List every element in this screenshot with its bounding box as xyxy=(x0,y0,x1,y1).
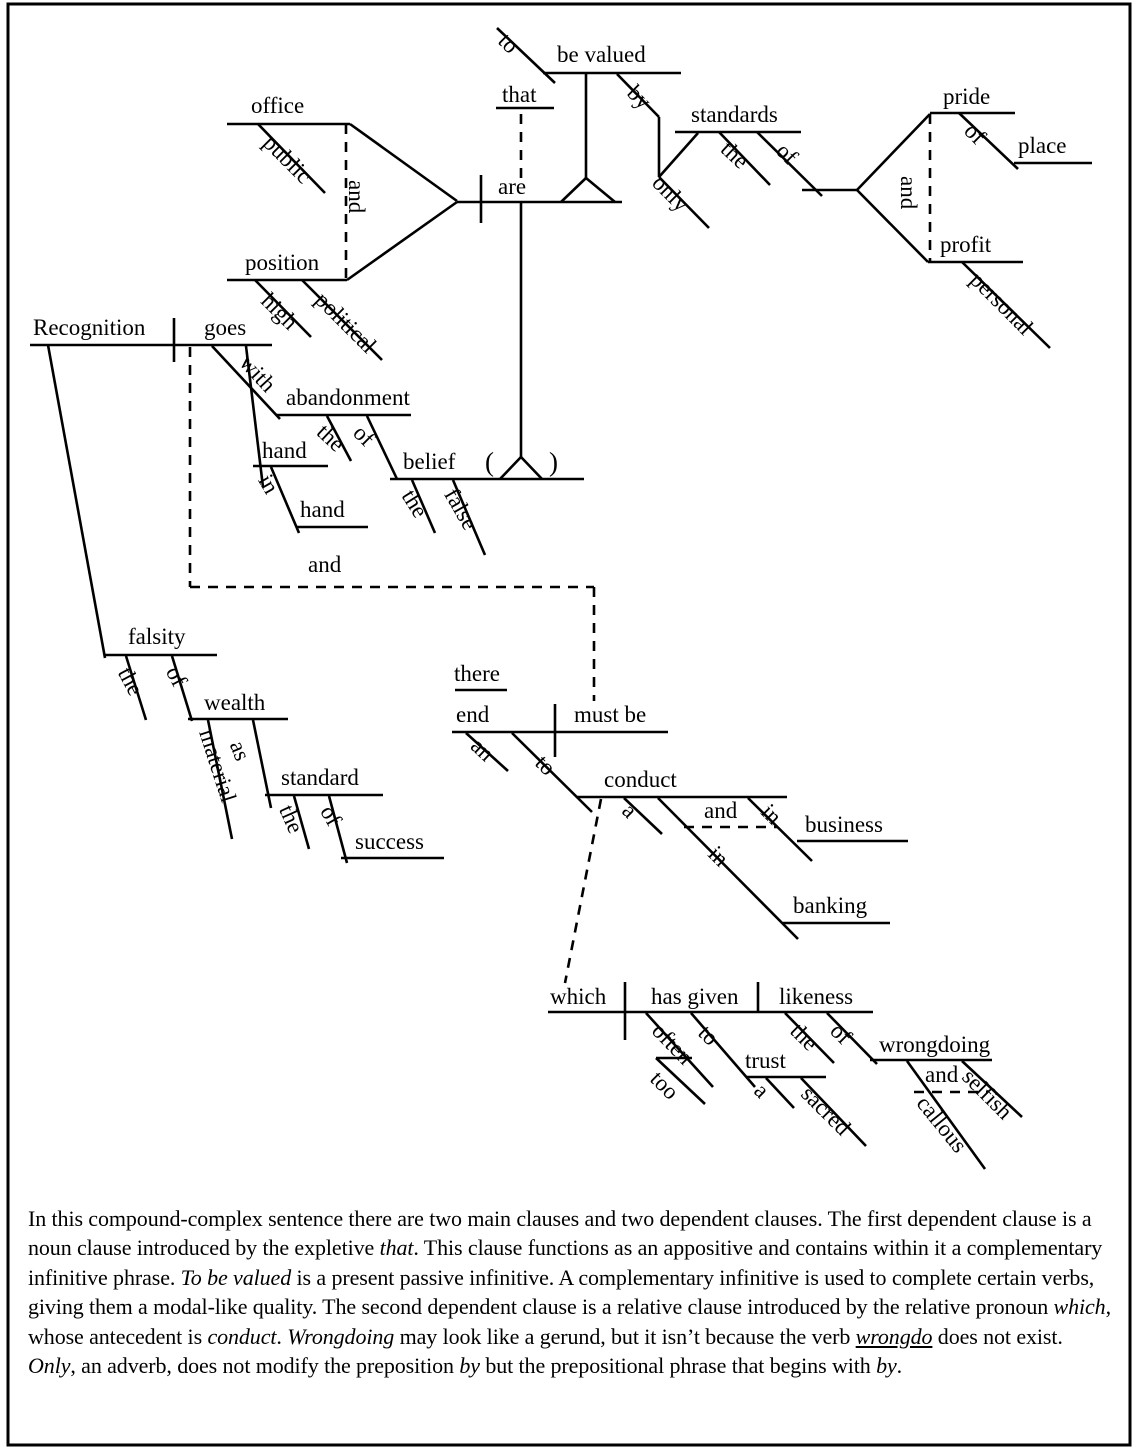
word-wrongdoing: wrongdoing xyxy=(879,1032,991,1057)
word-business: business xyxy=(805,812,883,837)
by-phrase-lines xyxy=(616,73,1092,349)
caption-run: conduct xyxy=(207,1323,277,1349)
caption-run: To be valued xyxy=(180,1264,292,1290)
word-must-be: must be xyxy=(574,702,647,727)
word-which: which xyxy=(550,984,607,1009)
word-pride: pride xyxy=(943,84,991,109)
word-and-wrongdoing: and xyxy=(925,1062,959,1087)
word-conduct: conduct xyxy=(604,767,677,792)
caption-run: , whose antecedent is xyxy=(28,1294,1111,1349)
main-clause-1-lines xyxy=(30,202,584,864)
word-trust: trust xyxy=(745,1048,786,1073)
word-falsity: falsity xyxy=(128,624,186,649)
caption-run: . xyxy=(276,1323,288,1349)
word-position: position xyxy=(245,250,320,275)
caption-run: by xyxy=(876,1353,897,1379)
word-abandonment: abandonment xyxy=(286,385,410,410)
word-banking: banking xyxy=(793,893,868,918)
caption-run: wrongdo xyxy=(855,1323,933,1349)
appositive-open-paren: ( xyxy=(485,447,494,477)
word-and-objects: and xyxy=(896,176,921,210)
word-profit: profit xyxy=(940,232,992,257)
word-end: end xyxy=(456,702,490,727)
word-are: are xyxy=(498,174,527,199)
word-has-given: has given xyxy=(651,984,739,1009)
caption-run: may look like a gerund, but it isn’t bec… xyxy=(394,1323,856,1349)
caption-run: . This clause functions as an appositive… xyxy=(28,1235,1103,1290)
word-be-valued: be valued xyxy=(557,42,646,67)
word-and-subject: and xyxy=(344,180,369,214)
caption-paragraph: In this compound-complex sentence there … xyxy=(28,1204,1112,1380)
word-success: success xyxy=(355,829,424,854)
word-wealth: wealth xyxy=(204,690,266,715)
caption-run: , an adverb, does not modify the preposi… xyxy=(70,1353,460,1379)
word-hand-1: hand xyxy=(262,438,307,463)
caption-run: Wrongdoing xyxy=(287,1323,395,1349)
word-belief: belief xyxy=(403,449,456,474)
page-frame xyxy=(6,2,1132,1447)
word-that: that xyxy=(502,82,537,107)
that-clause-lines xyxy=(227,27,681,361)
word-and-clauses: and xyxy=(308,552,342,577)
caption-run: . xyxy=(896,1353,903,1379)
appositive-close-paren: ) xyxy=(549,447,558,477)
caption-run: does not exist. xyxy=(932,1323,1063,1349)
caption-run: by xyxy=(459,1353,480,1379)
word-place: place xyxy=(1018,133,1067,158)
main-clause-2-lines xyxy=(452,688,908,984)
caption-run: is a present passive infinitive. A compl… xyxy=(28,1264,1095,1320)
caption-run: but the prepositional phrase that begins… xyxy=(479,1353,877,1379)
word-standards: standards xyxy=(691,102,778,127)
word-standard: standard xyxy=(281,765,359,790)
word-office: office xyxy=(251,93,305,118)
word-and-conduct: and xyxy=(704,798,738,823)
word-hand-2: hand xyxy=(300,497,345,522)
caption-run: In this compound-complex sentence there … xyxy=(28,1206,1092,1261)
word-goes: goes xyxy=(204,315,247,340)
relative-clause-lines xyxy=(548,982,1023,1170)
caption-run: which xyxy=(1053,1294,1106,1320)
caption-run: Only xyxy=(28,1353,71,1379)
caption-run: that xyxy=(379,1235,414,1261)
clause-connector-lines xyxy=(188,347,596,701)
word-recognition: Recognition xyxy=(33,315,146,340)
word-likeness: likeness xyxy=(779,984,854,1009)
word-there: there xyxy=(454,661,500,686)
